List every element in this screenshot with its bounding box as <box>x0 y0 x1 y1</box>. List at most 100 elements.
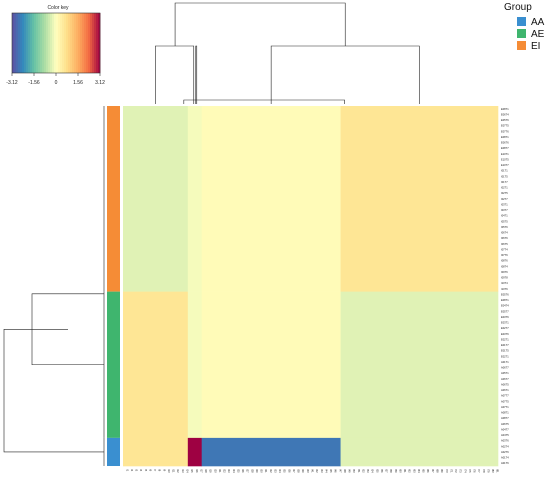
legend-label-aa: AA <box>531 17 545 28</box>
row-label: E06T6 <box>501 141 509 145</box>
legend-swatch-ae <box>517 29 526 38</box>
row-label: I07T4 <box>501 247 508 251</box>
column-label: I11 <box>172 469 176 473</box>
row-label: E02T1 <box>501 337 509 341</box>
heatmap-cell <box>187 291 202 439</box>
color-key-swatch <box>20 13 23 73</box>
color-key-ticks: -3.12 -1.56 0 1.56 3.12 <box>6 73 105 86</box>
column-label: I57 <box>385 469 389 473</box>
column-label: I24 <box>232 469 236 473</box>
row-label: I08T6 <box>501 259 508 263</box>
column-label: I58 <box>389 469 393 473</box>
column-label: I79 <box>486 469 490 473</box>
color-key-swatch <box>38 13 41 73</box>
row-label: E01T7 <box>501 343 509 347</box>
row-label: E02T1 <box>501 354 509 358</box>
color-key-tick-label: -1.56 <box>28 80 40 86</box>
color-key-swatch <box>66 13 69 73</box>
column-label: I23 <box>227 469 231 473</box>
column-label: I47 <box>338 469 342 473</box>
column-label: I54 <box>371 469 375 473</box>
column-label: I52 <box>361 469 365 473</box>
column-label: I2 <box>130 469 134 472</box>
column-label: I28 <box>250 469 254 473</box>
column-label: I46 <box>334 469 338 473</box>
color-key-swatch <box>30 13 33 73</box>
column-label: I65 <box>422 469 426 473</box>
column-label: I35 <box>283 469 287 473</box>
row-label: E05T6 <box>501 292 509 296</box>
row-label: I02T1 <box>501 186 508 190</box>
color-key-swatch <box>12 13 15 73</box>
column-label: I34 <box>278 469 282 473</box>
column-label: I50 <box>352 469 356 473</box>
heatmap-cell <box>123 106 189 292</box>
row-label: E07T6 <box>501 129 509 133</box>
column-label: I6 <box>148 469 152 472</box>
color-key-swatch <box>92 13 95 73</box>
row-label: I03T7 <box>501 208 508 212</box>
color-key-swatch <box>96 13 99 73</box>
color-key-swatch <box>14 13 17 73</box>
color-key-swatch <box>84 13 87 73</box>
row-label: I06T4 <box>501 231 508 235</box>
column-label: I26 <box>241 469 245 473</box>
heatmap-cell <box>201 106 341 292</box>
color-key-tick-label: 1.56 <box>73 80 83 86</box>
row-dendrogram-branch <box>3 328 104 453</box>
column-label: I77 <box>477 469 481 473</box>
row-label: A06T5 <box>501 422 509 426</box>
column-label: I76 <box>473 469 477 473</box>
color-key-swatch <box>90 13 93 73</box>
heatmap-cell <box>340 291 499 439</box>
row-label: I03T1 <box>501 202 508 206</box>
row-group-sidebar <box>107 106 120 467</box>
row-label: A05T1 <box>501 371 509 375</box>
row-label: I07T6 <box>501 253 508 257</box>
column-labels: I1 I2 I3 I4 I5 I6 I7 I8 I9 I10 I11 I12 I13 I14 I15 I16 I… <box>125 469 499 473</box>
row-label: I09T8 <box>501 276 508 280</box>
row-label: E03T6 <box>501 315 509 319</box>
heatmap-cells <box>123 106 499 467</box>
column-label: I3 <box>135 469 139 472</box>
legend-label-ae: AE <box>531 29 545 40</box>
column-label: I51 <box>357 469 361 473</box>
color-key-swatch <box>50 13 53 73</box>
color-key-gradient <box>11 12 101 74</box>
column-label: I59 <box>394 469 398 473</box>
column-label: I10 <box>167 469 171 473</box>
color-key-swatch <box>70 13 73 73</box>
column-dendrogram-branch <box>270 45 420 104</box>
color-key-swatch <box>32 13 35 73</box>
color-key: Color key -3.12 -1.56 0 1.56 3.12 <box>6 5 105 86</box>
color-key-swatch <box>40 13 43 73</box>
row-label: A07T1 <box>501 405 509 409</box>
row-label: E10T1 <box>501 152 509 156</box>
column-label: I61 <box>403 469 407 473</box>
color-key-swatch <box>26 13 29 73</box>
row-label: E08T1 <box>501 107 509 111</box>
column-dendrogram-branch <box>195 45 198 104</box>
column-label: I43 <box>320 469 324 473</box>
column-label: I78 <box>482 469 486 473</box>
column-label: I70 <box>445 469 449 473</box>
color-key-swatch <box>58 13 61 73</box>
row-label: I06T6 <box>501 236 508 240</box>
color-key-swatch <box>88 13 91 73</box>
row-label: A04T7 <box>501 427 509 431</box>
row-label: E08T1 <box>501 135 509 139</box>
column-label: I20 <box>213 469 217 473</box>
row-label: E01T5 <box>501 349 509 353</box>
color-key-swatch <box>36 13 39 73</box>
heatmap-cell <box>340 106 499 292</box>
color-key-swatch <box>72 13 75 73</box>
legend-swatch-ei <box>517 41 526 50</box>
column-label: I25 <box>236 469 240 473</box>
column-label: I9 <box>162 469 166 472</box>
column-label: I31 <box>264 469 268 473</box>
column-label: I81 <box>496 469 500 473</box>
row-dendrogram <box>3 106 105 466</box>
legend-title: Group <box>504 2 532 13</box>
